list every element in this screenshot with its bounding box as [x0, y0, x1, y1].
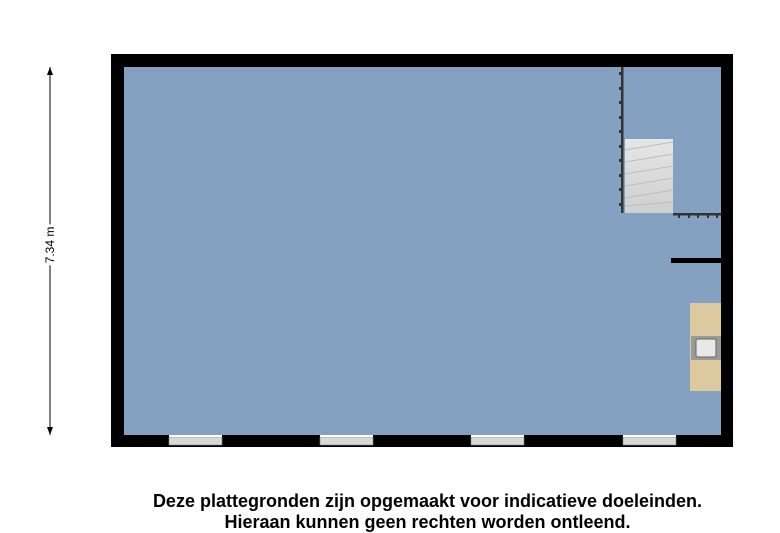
disclaimer-line-2: Hieraan kunnen geen rechten worden ontle… — [224, 512, 631, 532]
windows — [168, 435, 677, 446]
interior-wall — [671, 258, 721, 263]
floor-area — [124, 67, 721, 435]
floor-plan — [47, 54, 733, 447]
stair-railing — [619, 67, 721, 218]
kitchen-counter — [690, 303, 721, 391]
disclaimer-line-1: Deze plattegronden zijn opgemaakt voor i… — [152, 491, 703, 511]
sink-icon — [695, 338, 717, 358]
stairs — [624, 139, 674, 213]
dimension-label: 7.34 m — [43, 224, 57, 266]
